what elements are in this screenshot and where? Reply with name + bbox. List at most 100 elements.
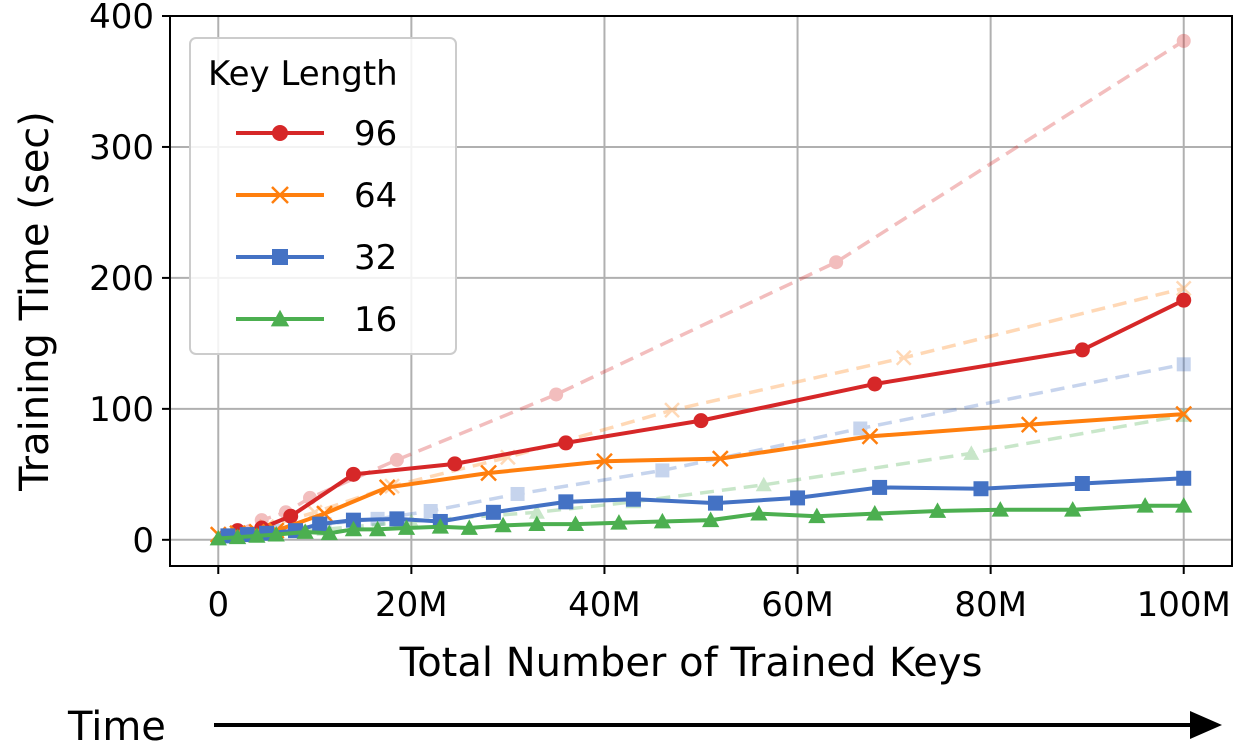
faded-point-96 <box>389 452 404 467</box>
faded-point-16 <box>755 476 772 492</box>
faded-line-96 <box>236 39 1185 533</box>
y-tick-label: 100 <box>89 390 154 430</box>
legend-title: Key Length <box>208 54 398 94</box>
data-point-32 <box>389 511 405 527</box>
legend-label: 16 <box>354 300 397 340</box>
data-point-16 <box>368 520 387 537</box>
x-tick-label: 0 <box>207 585 229 625</box>
data-point-32 <box>707 495 723 511</box>
y-tick-label: 400 <box>89 0 154 37</box>
legend-marker <box>270 309 290 327</box>
data-point-32 <box>345 512 361 528</box>
data-point-16 <box>1064 501 1082 517</box>
data-point-96 <box>558 435 574 451</box>
legend-marker <box>272 249 288 265</box>
data-point-16 <box>1136 497 1154 513</box>
faded-point-32 <box>510 486 525 501</box>
y-tick-label: 300 <box>89 128 154 168</box>
data-point-32 <box>558 494 574 510</box>
series-line-32 <box>227 476 1184 538</box>
data-point-96 <box>447 456 463 472</box>
series-32 <box>220 470 1192 544</box>
data-point-64 <box>711 450 729 468</box>
data-point-16 <box>320 524 338 541</box>
data-point-96 <box>867 376 883 392</box>
data-point-16 <box>460 519 478 535</box>
data-point-32 <box>1176 470 1192 486</box>
time-arrow-head <box>1190 711 1222 739</box>
faded-point-64 <box>1175 280 1192 297</box>
x-tick-label: 100M <box>1137 585 1231 625</box>
legend-label: 32 <box>354 238 397 278</box>
data-point-64 <box>1175 405 1193 423</box>
y-tick-label: 200 <box>89 259 154 299</box>
data-point-16 <box>248 527 266 543</box>
data-point-64 <box>480 464 497 482</box>
x-tick-label: 60M <box>761 585 834 625</box>
faded-point-96 <box>549 387 564 402</box>
y-axis-title: Training Time (sec) <box>12 111 58 492</box>
data-point-16 <box>228 528 247 545</box>
faded-point-16 <box>963 445 980 460</box>
data-point-16 <box>344 520 363 537</box>
faded-series-32 <box>220 357 1191 543</box>
data-point-16 <box>991 501 1009 517</box>
data-point-16 <box>702 511 720 528</box>
data-point-16 <box>610 514 628 530</box>
data-point-96 <box>693 413 709 429</box>
data-point-16 <box>431 518 449 534</box>
data-point-96 <box>1074 342 1090 358</box>
data-point-32 <box>485 504 501 520</box>
plot-frame <box>169 15 1233 567</box>
faded-line-32 <box>227 362 1185 538</box>
data-point-16 <box>494 516 512 533</box>
data-point-16 <box>866 504 884 521</box>
data-point-16 <box>653 512 672 529</box>
data-point-16 <box>296 523 314 539</box>
faded-point-96 <box>1176 33 1191 48</box>
data-point-64 <box>861 427 879 445</box>
legend-entry-64: 64 <box>236 176 397 216</box>
time-label: Time <box>67 704 166 747</box>
time-footer: Time <box>67 704 1222 747</box>
legend-marker <box>272 125 288 141</box>
legend: Key Length 96 64 32 16 <box>189 37 457 355</box>
data-point-64 <box>596 452 613 470</box>
x-tick-label: 40M <box>568 585 641 625</box>
series-line-16 <box>218 503 1184 541</box>
legend-entries: 96 64 32 16 <box>236 114 397 340</box>
legend-label: 96 <box>354 114 397 154</box>
data-point-64 <box>1020 416 1038 433</box>
faded-point-16 <box>528 504 545 519</box>
data-point-16 <box>928 502 947 518</box>
data-point-16 <box>808 507 826 524</box>
data-point-32 <box>973 481 989 497</box>
data-point-32 <box>312 516 328 532</box>
series-layer <box>209 292 1193 546</box>
data-point-16 <box>397 519 416 535</box>
faded-point-64 <box>664 402 680 419</box>
faded-point-32 <box>853 421 868 436</box>
x-axis-title: Total Number of Trained Keys <box>399 640 983 686</box>
faded-point-32 <box>1176 357 1191 372</box>
data-point-16 <box>209 529 227 546</box>
data-point-96 <box>283 508 299 524</box>
faded-point-32 <box>655 463 670 478</box>
y-tick-label: 0 <box>132 521 154 561</box>
legend-label: 64 <box>354 176 397 216</box>
data-point-96 <box>345 466 361 482</box>
data-point-16 <box>528 515 546 531</box>
legend-marker <box>271 186 289 204</box>
faded-point-64 <box>895 349 912 366</box>
data-point-16 <box>267 525 285 542</box>
data-point-32 <box>625 491 641 507</box>
axis-ticks: 0 20M 40M 60M 80M 100M 0 100 200 300 400 <box>89 0 1231 625</box>
faded-point-96 <box>829 255 844 270</box>
series-line-96 <box>237 298 1185 533</box>
data-point-64 <box>378 479 396 496</box>
data-point-16 <box>566 515 585 531</box>
x-tick-label: 80M <box>954 585 1027 625</box>
series-16 <box>209 497 1193 546</box>
data-point-32 <box>872 479 888 495</box>
